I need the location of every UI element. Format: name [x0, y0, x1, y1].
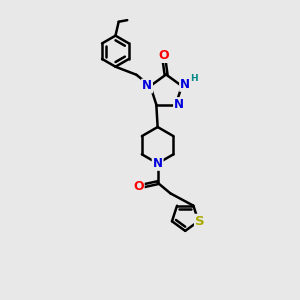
Text: N: N — [174, 98, 184, 111]
Text: O: O — [133, 181, 144, 194]
Text: N: N — [180, 78, 190, 91]
Text: N: N — [153, 157, 163, 170]
Text: S: S — [195, 215, 205, 228]
Text: H: H — [190, 74, 197, 82]
Text: O: O — [159, 49, 169, 62]
Text: N: N — [142, 80, 152, 92]
